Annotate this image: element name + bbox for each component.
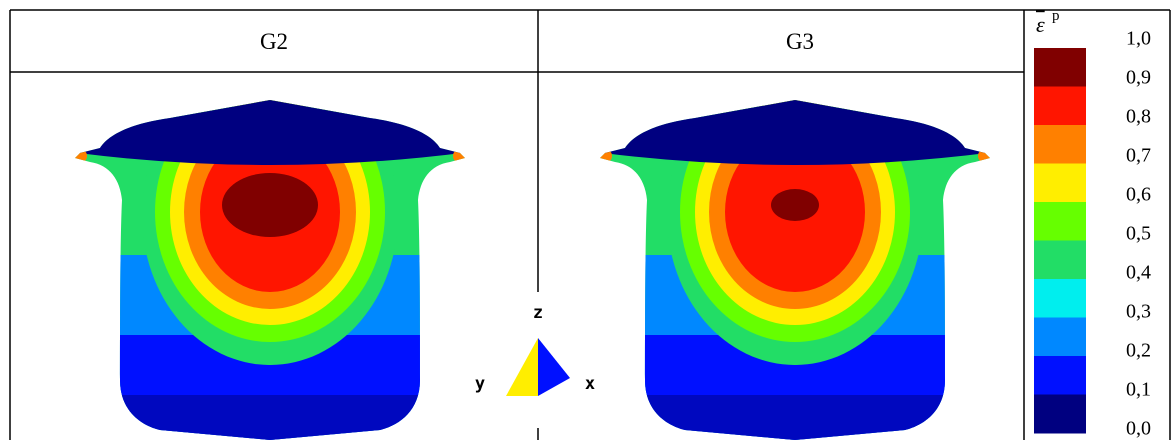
- column-header: G3: [786, 29, 814, 54]
- region: [73, 149, 87, 163]
- region: [222, 173, 318, 237]
- region: [453, 149, 467, 163]
- legend-symbol: ε: [1036, 12, 1045, 37]
- region: [595, 90, 995, 165]
- legend-label: 0,8: [1126, 106, 1151, 128]
- region: [598, 149, 612, 163]
- legend-band: [1034, 87, 1086, 126]
- legend-band: [1034, 164, 1086, 203]
- contour-plot: [70, 65, 470, 440]
- legend-label: 1,0: [1126, 28, 1151, 50]
- column-header: G2: [260, 29, 288, 54]
- legend-band: [1034, 395, 1086, 434]
- axis-label: y: [475, 374, 485, 394]
- contour-plot: [595, 65, 995, 440]
- legend-band: [1034, 48, 1086, 87]
- legend-label: 0,7: [1126, 145, 1151, 167]
- legend-band: [1034, 125, 1086, 164]
- legend-superscript: p: [1052, 8, 1060, 24]
- legend-label: 0,1: [1126, 379, 1151, 401]
- region: [70, 90, 470, 165]
- legend-label: 0,2: [1126, 340, 1151, 362]
- region: [771, 189, 819, 221]
- legend-label: 0,6: [1126, 184, 1151, 206]
- axis-label: z: [533, 303, 543, 323]
- axis-label: x: [585, 374, 595, 394]
- region: [70, 395, 470, 440]
- legend-label: 0,3: [1126, 301, 1151, 323]
- legend-band: [1034, 241, 1086, 280]
- legend-band: [1034, 279, 1086, 318]
- legend-band: [1034, 318, 1086, 357]
- legend-label: 0,5: [1126, 223, 1151, 245]
- region: [978, 149, 992, 163]
- legend-label: 0,9: [1126, 67, 1151, 89]
- axis-triad: z y x: [475, 303, 595, 396]
- figure: G2 G3 ε p z y x 1,0 0,9 0,8 0,7 0,6 0,5 0,4 0,3…: [0, 0, 1173, 440]
- legend-label: 0,4: [1126, 262, 1151, 284]
- legend-label: 0,0: [1126, 418, 1151, 440]
- legend-band: [1034, 356, 1086, 395]
- legend-band: [1034, 202, 1086, 241]
- region: [595, 395, 995, 440]
